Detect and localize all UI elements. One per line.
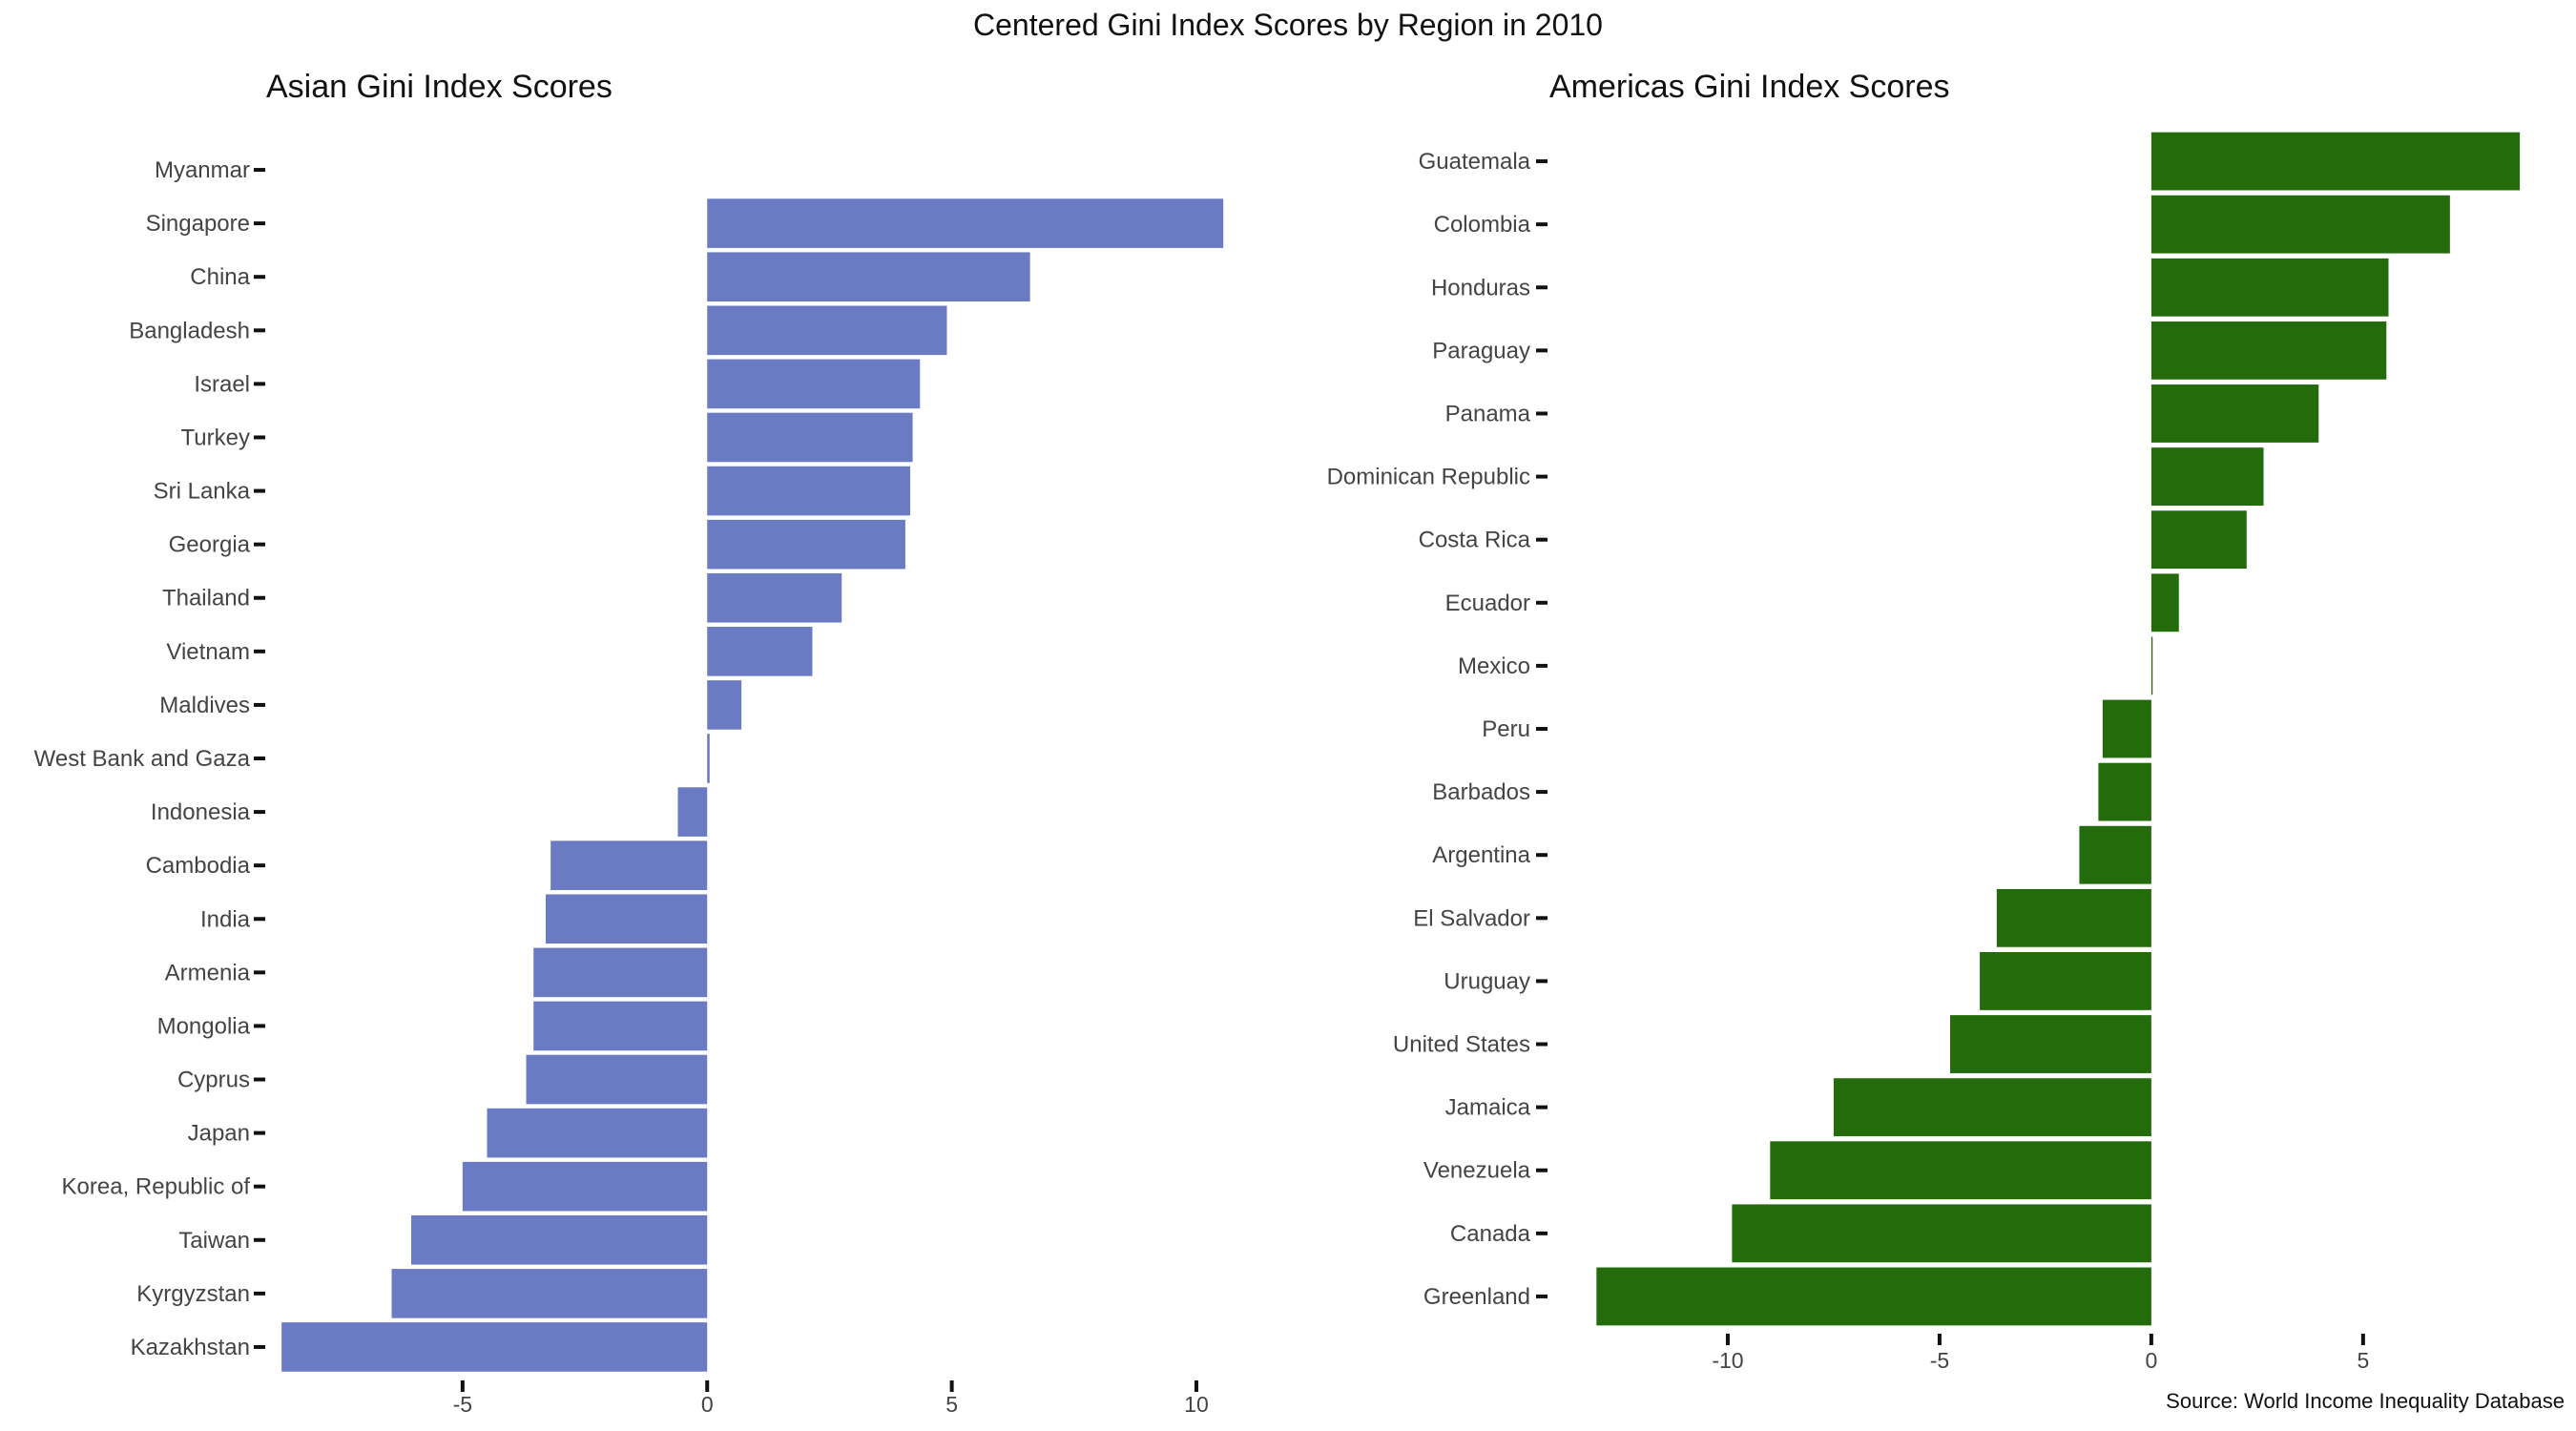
bar-panama (2150, 384, 2319, 443)
bar-costa-rica (2150, 510, 2247, 570)
category-label: China (190, 264, 250, 290)
category-label: Paraguay (1432, 338, 1530, 363)
bar-argentina (2079, 825, 2151, 884)
x-tick-label: 10 (1184, 1392, 1209, 1417)
category-label: Costa Rica (1419, 528, 1531, 553)
category-label: West Bank and Gaza (34, 746, 251, 772)
bar-china (707, 252, 1030, 302)
bar-turkey (707, 412, 913, 463)
category-label: Indonesia (151, 799, 251, 825)
bar-taiwan (411, 1214, 708, 1265)
source-note: Source: World Income Inequality Database (2166, 1389, 2565, 1413)
bar-peru (2102, 699, 2151, 758)
category-label: Japan (188, 1121, 250, 1147)
category-label: Singapore (146, 211, 250, 237)
category-label: Uruguay (1444, 968, 1530, 994)
bar-vietnam (707, 627, 813, 676)
americas-panel: Guatemala Colombia Honduras Paraguay Panama D… (1327, 132, 2521, 1373)
bar-sri-lanka (707, 466, 911, 516)
bar-thailand (707, 572, 842, 623)
category-label: Kazakhstan (131, 1335, 250, 1360)
x-tick-label: -5 (453, 1392, 472, 1417)
category-label: Vietnam (166, 639, 250, 665)
bar-uruguay (1980, 952, 2151, 1010)
category-label: Barbados (1432, 779, 1530, 805)
category-label: Mexico (1458, 653, 1530, 679)
bar-bangladesh (707, 305, 947, 356)
category-label: Israel (194, 371, 250, 397)
category-label: Cyprus (177, 1068, 250, 1093)
bar-colombia (2150, 195, 2450, 254)
category-label: Thailand (162, 586, 250, 612)
bar-armenia (533, 947, 708, 998)
x-tick-label: 5 (2357, 1348, 2369, 1373)
bar-venezuela (1770, 1141, 2151, 1200)
category-label: Kyrgyzstan (136, 1281, 250, 1307)
asia-panel: Myanmar Singapore China Bangladesh Israel Tur… (34, 157, 1224, 1417)
category-label: Greenland (1423, 1284, 1530, 1310)
category-label: Dominican Republic (1327, 465, 1530, 490)
category-label: Bangladesh (129, 318, 250, 343)
figure-title: Centered Gini Index Scores by Region in … (973, 8, 1603, 42)
bar-paraguay (2150, 321, 2387, 380)
bar-dominican-republic (2150, 447, 2264, 506)
bar-korea-republic-of (462, 1161, 708, 1212)
bar-el-salvador (1996, 888, 2151, 947)
category-label: Honduras (1431, 275, 1530, 301)
category-label: Canada (1450, 1221, 1531, 1247)
category-label: Maldives (159, 693, 250, 718)
category-label: United States (1393, 1032, 1530, 1058)
bar-mexico (2150, 636, 2153, 695)
category-label: Argentina (1432, 842, 1530, 868)
category-label: Armenia (165, 960, 251, 985)
category-label: Georgia (169, 532, 251, 558)
bar-cyprus (526, 1054, 708, 1105)
bar-japan (487, 1108, 708, 1158)
category-label: El Salvador (1413, 905, 1530, 931)
category-label: Korea, Republic of (62, 1174, 251, 1200)
bar-maldives (707, 680, 742, 730)
bar-georgia (707, 519, 905, 570)
category-label: Guatemala (1419, 149, 1531, 175)
category-label: Myanmar (155, 157, 250, 183)
bar-greenland (1596, 1267, 2151, 1326)
bar-cambodia (551, 840, 708, 890)
category-label: Mongolia (157, 1013, 251, 1039)
x-tick-label: 0 (701, 1392, 714, 1417)
category-label: Turkey (181, 425, 250, 450)
bar-jamaica (1833, 1078, 2151, 1137)
category-label: Ecuador (1445, 591, 1530, 616)
bar-israel (707, 359, 921, 409)
category-label: Sri Lanka (154, 479, 251, 505)
bar-west-bank-and-gaza (707, 734, 710, 783)
x-tick-label: 0 (2145, 1348, 2157, 1373)
x-tick-label: -10 (1712, 1348, 1743, 1373)
panel-title-americas: Americas Gini Index Scores (1549, 69, 1950, 105)
category-label: India (200, 906, 251, 932)
bar-honduras (2150, 258, 2389, 317)
bar-india (546, 894, 708, 944)
category-label: Panama (1445, 401, 1531, 426)
bar-canada (1732, 1204, 2151, 1263)
category-label: Venezuela (1423, 1158, 1531, 1184)
category-label: Colombia (1434, 212, 1531, 238)
category-label: Taiwan (178, 1228, 250, 1254)
bar-united-states (1950, 1015, 2151, 1073)
x-tick-label: -5 (1930, 1348, 1949, 1373)
bar-mongolia (533, 1001, 708, 1051)
bar-kyrgyzstan (391, 1269, 708, 1318)
bar-guatemala (2150, 132, 2521, 191)
bar-ecuador (2150, 573, 2179, 633)
category-label: Cambodia (146, 853, 251, 879)
category-label: Peru (1482, 716, 1530, 742)
x-tick-label: 5 (945, 1392, 958, 1417)
bar-barbados (2098, 762, 2151, 821)
bar-indonesia (677, 787, 708, 837)
panel-title-asia: Asian Gini Index Scores (266, 69, 613, 105)
bar-singapore (707, 198, 1224, 248)
bar-kazakhstan (281, 1322, 708, 1372)
category-label: Jamaica (1445, 1095, 1531, 1121)
